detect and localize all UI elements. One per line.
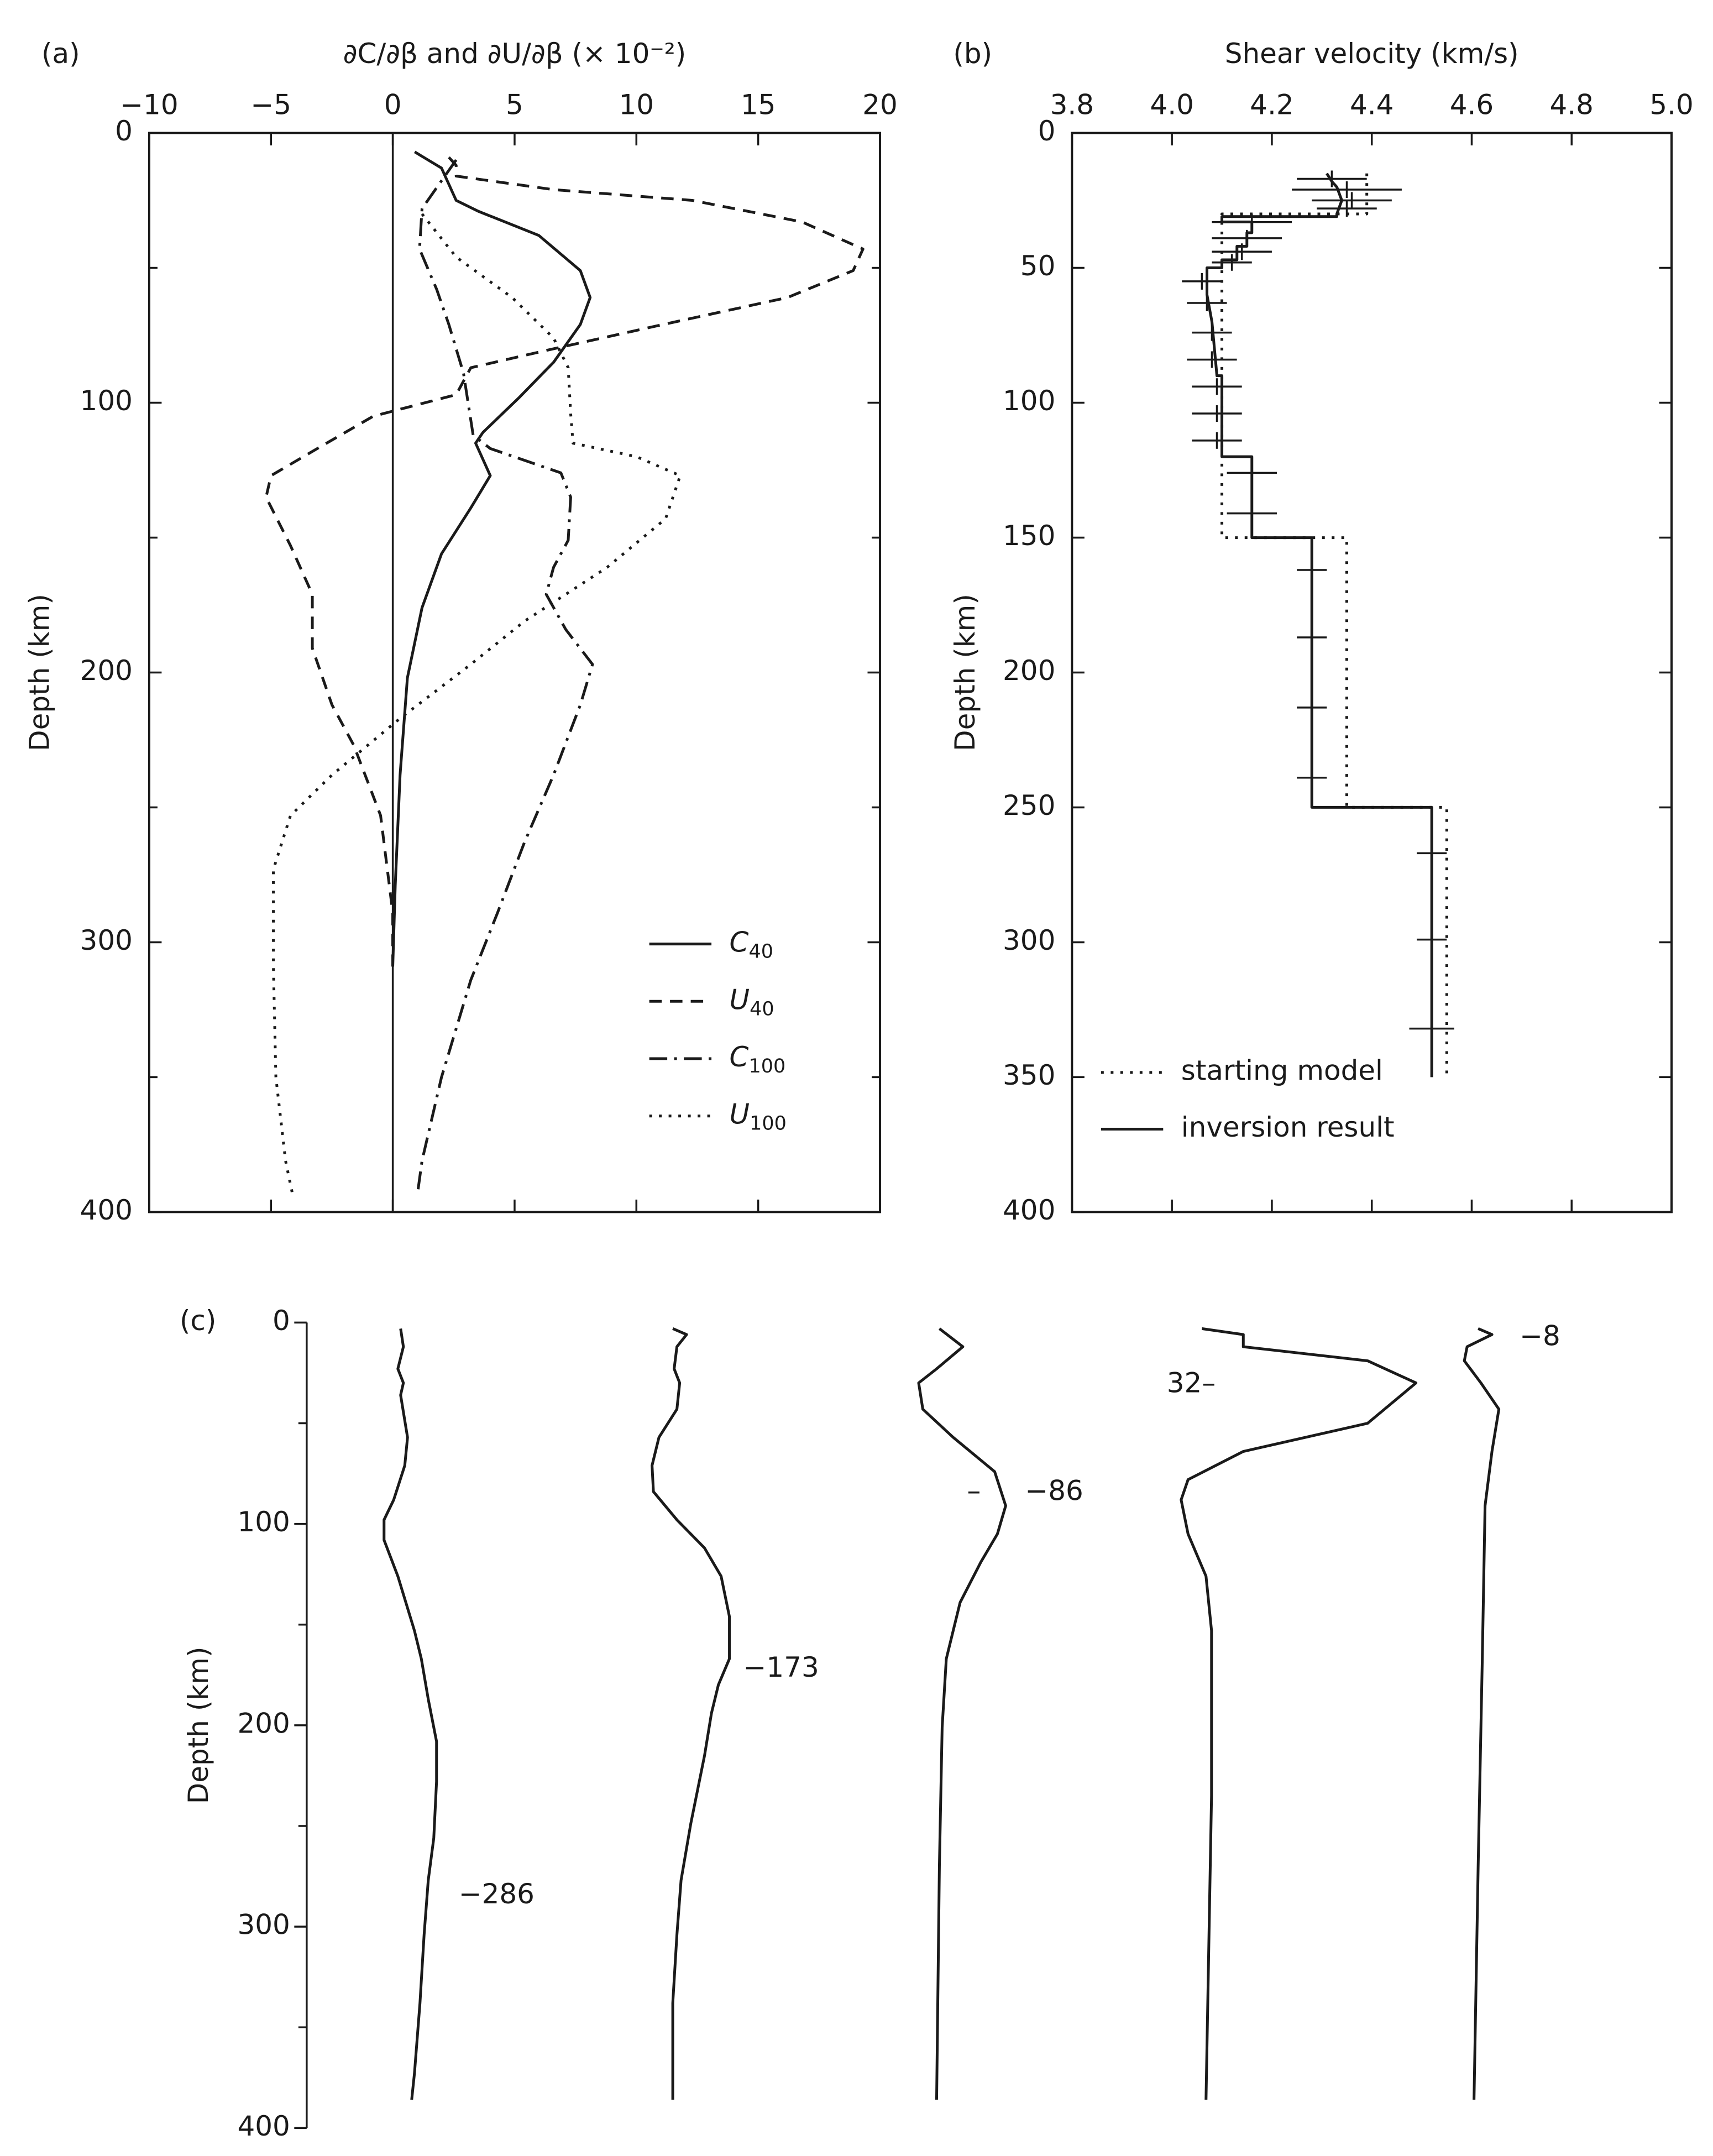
trace-label: −286 [459, 1878, 535, 1910]
y-axis-label: Depth (km) [949, 594, 981, 751]
y-tick-label: 200 [1003, 655, 1055, 687]
y-tick-label: 0 [273, 1305, 290, 1337]
panel-label: (c) [180, 1305, 216, 1337]
x-tick-label: 4.2 [1250, 89, 1293, 121]
legend-label: U40 [730, 983, 774, 1020]
axis-title: ∂C/∂β and ∂U/∂β (× 10⁻²) [343, 38, 687, 70]
x-tick-label: 4.6 [1450, 89, 1494, 121]
plot-frame [1071, 132, 1673, 1213]
x-tick-label: 20 [862, 89, 898, 121]
y-axis-label: Depth (km) [23, 594, 55, 751]
legend-subscript: 100 [748, 1055, 785, 1077]
y-axis-label: Depth (km) [182, 1647, 214, 1804]
series-line [1206, 172, 1433, 1077]
trace-label: 32– [1167, 1367, 1216, 1399]
legend-label: starting model [1181, 1055, 1383, 1087]
series-line [1220, 173, 1448, 1077]
trace-label: −173 [743, 1651, 819, 1683]
y-tick-label: 200 [237, 1707, 290, 1739]
y-tick-label: 0 [115, 115, 133, 147]
trace-line [383, 1328, 438, 2100]
x-tick-label: −10 [120, 89, 178, 121]
legend-label: U100 [730, 1098, 787, 1134]
y-tick-label: 250 [1003, 789, 1055, 821]
series-line [391, 150, 592, 967]
x-tick-label: 4.8 [1550, 89, 1594, 121]
x-tick-label: 5.0 [1649, 89, 1693, 121]
x-tick-label: 15 [741, 89, 776, 121]
series-line [272, 213, 682, 1196]
legend-subscript: 40 [748, 941, 773, 963]
x-tick-label: 0 [384, 89, 402, 121]
trace-line [917, 1327, 1007, 2100]
x-tick-label: 4.0 [1150, 89, 1193, 121]
trace-line [1463, 1327, 1501, 2100]
y-tick-label: 350 [1003, 1059, 1055, 1091]
legend-symbol: U [730, 1098, 750, 1130]
panel-label: (b) [953, 38, 992, 70]
series-line [264, 156, 865, 967]
legend-subscript: 100 [750, 1113, 787, 1135]
legend-subscript: 40 [750, 998, 774, 1020]
y-tick-label: 400 [80, 1194, 133, 1226]
y-tick-label: 0 [1038, 115, 1056, 147]
y-tick-label: 300 [237, 1909, 290, 1941]
legend-label: C40 [730, 926, 773, 962]
y-tick-label: 300 [1003, 924, 1055, 956]
x-tick-label: 5 [506, 89, 523, 121]
y-tick-label: 400 [237, 2110, 290, 2142]
series-line [416, 159, 594, 1196]
y-tick-label: 300 [80, 924, 133, 956]
x-tick-label: 3.8 [1050, 89, 1094, 121]
y-tick-label: 150 [1003, 520, 1055, 552]
y-tick-label: 50 [1020, 250, 1056, 282]
trace-label: −8 [1520, 1320, 1560, 1352]
y-tick-label: 100 [80, 385, 133, 417]
legend-label: inversion result [1181, 1111, 1395, 1143]
plot-frame [148, 132, 881, 1213]
trace-line [1180, 1327, 1418, 2100]
trace-line [651, 1327, 731, 2100]
legend-symbol: C [730, 1041, 749, 1073]
y-tick-label: 100 [237, 1506, 290, 1538]
trace-label: −86 [1025, 1474, 1083, 1506]
x-tick-label: 10 [619, 89, 654, 121]
x-tick-label: 4.4 [1350, 89, 1394, 121]
legend-symbol: C [730, 926, 749, 958]
trace-marker: – [967, 1474, 981, 1506]
legend-label: C100 [730, 1041, 786, 1077]
axis-title: Shear velocity (km/s) [1225, 38, 1519, 70]
y-tick-label: 200 [80, 655, 133, 687]
x-tick-label: −5 [250, 89, 291, 121]
panel-label: (a) [41, 38, 80, 70]
y-tick-label: 400 [1003, 1194, 1055, 1226]
legend-symbol: U [730, 983, 750, 1016]
y-tick-label: 100 [1003, 385, 1055, 417]
